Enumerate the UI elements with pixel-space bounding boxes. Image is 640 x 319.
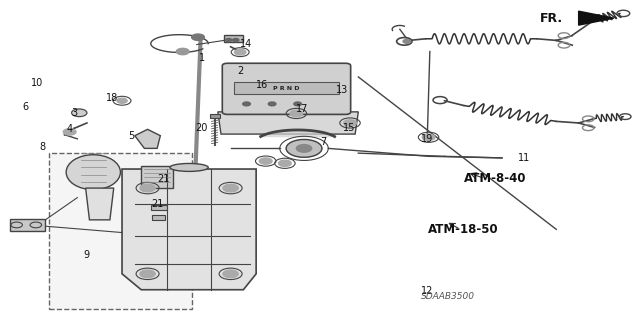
Bar	[10, 219, 45, 231]
Circle shape	[117, 98, 127, 103]
Circle shape	[140, 270, 156, 278]
Text: 17: 17	[296, 104, 308, 114]
Text: SDAAB3500: SDAAB3500	[420, 292, 475, 300]
Circle shape	[176, 48, 189, 55]
Circle shape	[63, 129, 76, 135]
Polygon shape	[122, 169, 256, 290]
Bar	[141, 166, 173, 188]
Text: 6: 6	[22, 102, 28, 112]
Text: ATM-8-40: ATM-8-40	[465, 172, 527, 185]
Text: 13: 13	[336, 85, 348, 95]
Polygon shape	[579, 11, 614, 25]
Circle shape	[191, 34, 204, 41]
Text: 18: 18	[106, 93, 118, 103]
Circle shape	[286, 139, 322, 157]
Text: 2: 2	[237, 66, 243, 76]
FancyBboxPatch shape	[222, 63, 351, 115]
Circle shape	[140, 184, 156, 192]
Ellipse shape	[170, 163, 208, 171]
Bar	[49, 153, 192, 309]
Text: 3: 3	[71, 108, 77, 118]
Text: 8: 8	[39, 142, 45, 152]
Text: 21: 21	[151, 199, 163, 209]
Text: 21: 21	[157, 174, 170, 183]
Text: 19: 19	[421, 134, 433, 144]
Polygon shape	[86, 188, 114, 220]
Circle shape	[422, 134, 435, 140]
Circle shape	[268, 102, 276, 106]
Text: 14: 14	[241, 39, 253, 48]
Circle shape	[234, 49, 246, 55]
Text: 20: 20	[196, 123, 208, 133]
Circle shape	[403, 40, 411, 43]
Text: 9: 9	[84, 250, 90, 260]
Text: 11: 11	[518, 153, 531, 163]
Bar	[234, 82, 339, 94]
Text: 5: 5	[129, 131, 135, 141]
Circle shape	[225, 39, 232, 42]
Text: 15: 15	[342, 123, 355, 133]
Text: 1: 1	[199, 53, 205, 63]
Text: 7: 7	[320, 137, 326, 147]
Bar	[152, 215, 165, 220]
Circle shape	[223, 184, 238, 192]
Text: 16: 16	[257, 80, 269, 90]
Circle shape	[290, 110, 303, 117]
Circle shape	[72, 109, 87, 117]
Circle shape	[259, 158, 272, 164]
Text: ATM-18-50: ATM-18-50	[428, 223, 499, 236]
Polygon shape	[135, 129, 161, 148]
Circle shape	[344, 120, 356, 126]
Circle shape	[223, 270, 238, 278]
Text: 10: 10	[31, 78, 44, 88]
Circle shape	[278, 160, 291, 167]
Ellipse shape	[66, 155, 120, 190]
Circle shape	[232, 39, 239, 42]
Bar	[224, 35, 243, 42]
Circle shape	[294, 102, 301, 106]
Polygon shape	[260, 130, 335, 137]
Bar	[209, 115, 220, 118]
Circle shape	[243, 102, 250, 106]
Text: P R N D: P R N D	[273, 86, 300, 91]
Text: 4: 4	[67, 124, 73, 134]
Text: FR.: FR.	[540, 12, 563, 25]
Bar	[151, 204, 167, 210]
Text: 12: 12	[421, 286, 433, 296]
Circle shape	[296, 145, 312, 152]
Polygon shape	[218, 112, 358, 134]
